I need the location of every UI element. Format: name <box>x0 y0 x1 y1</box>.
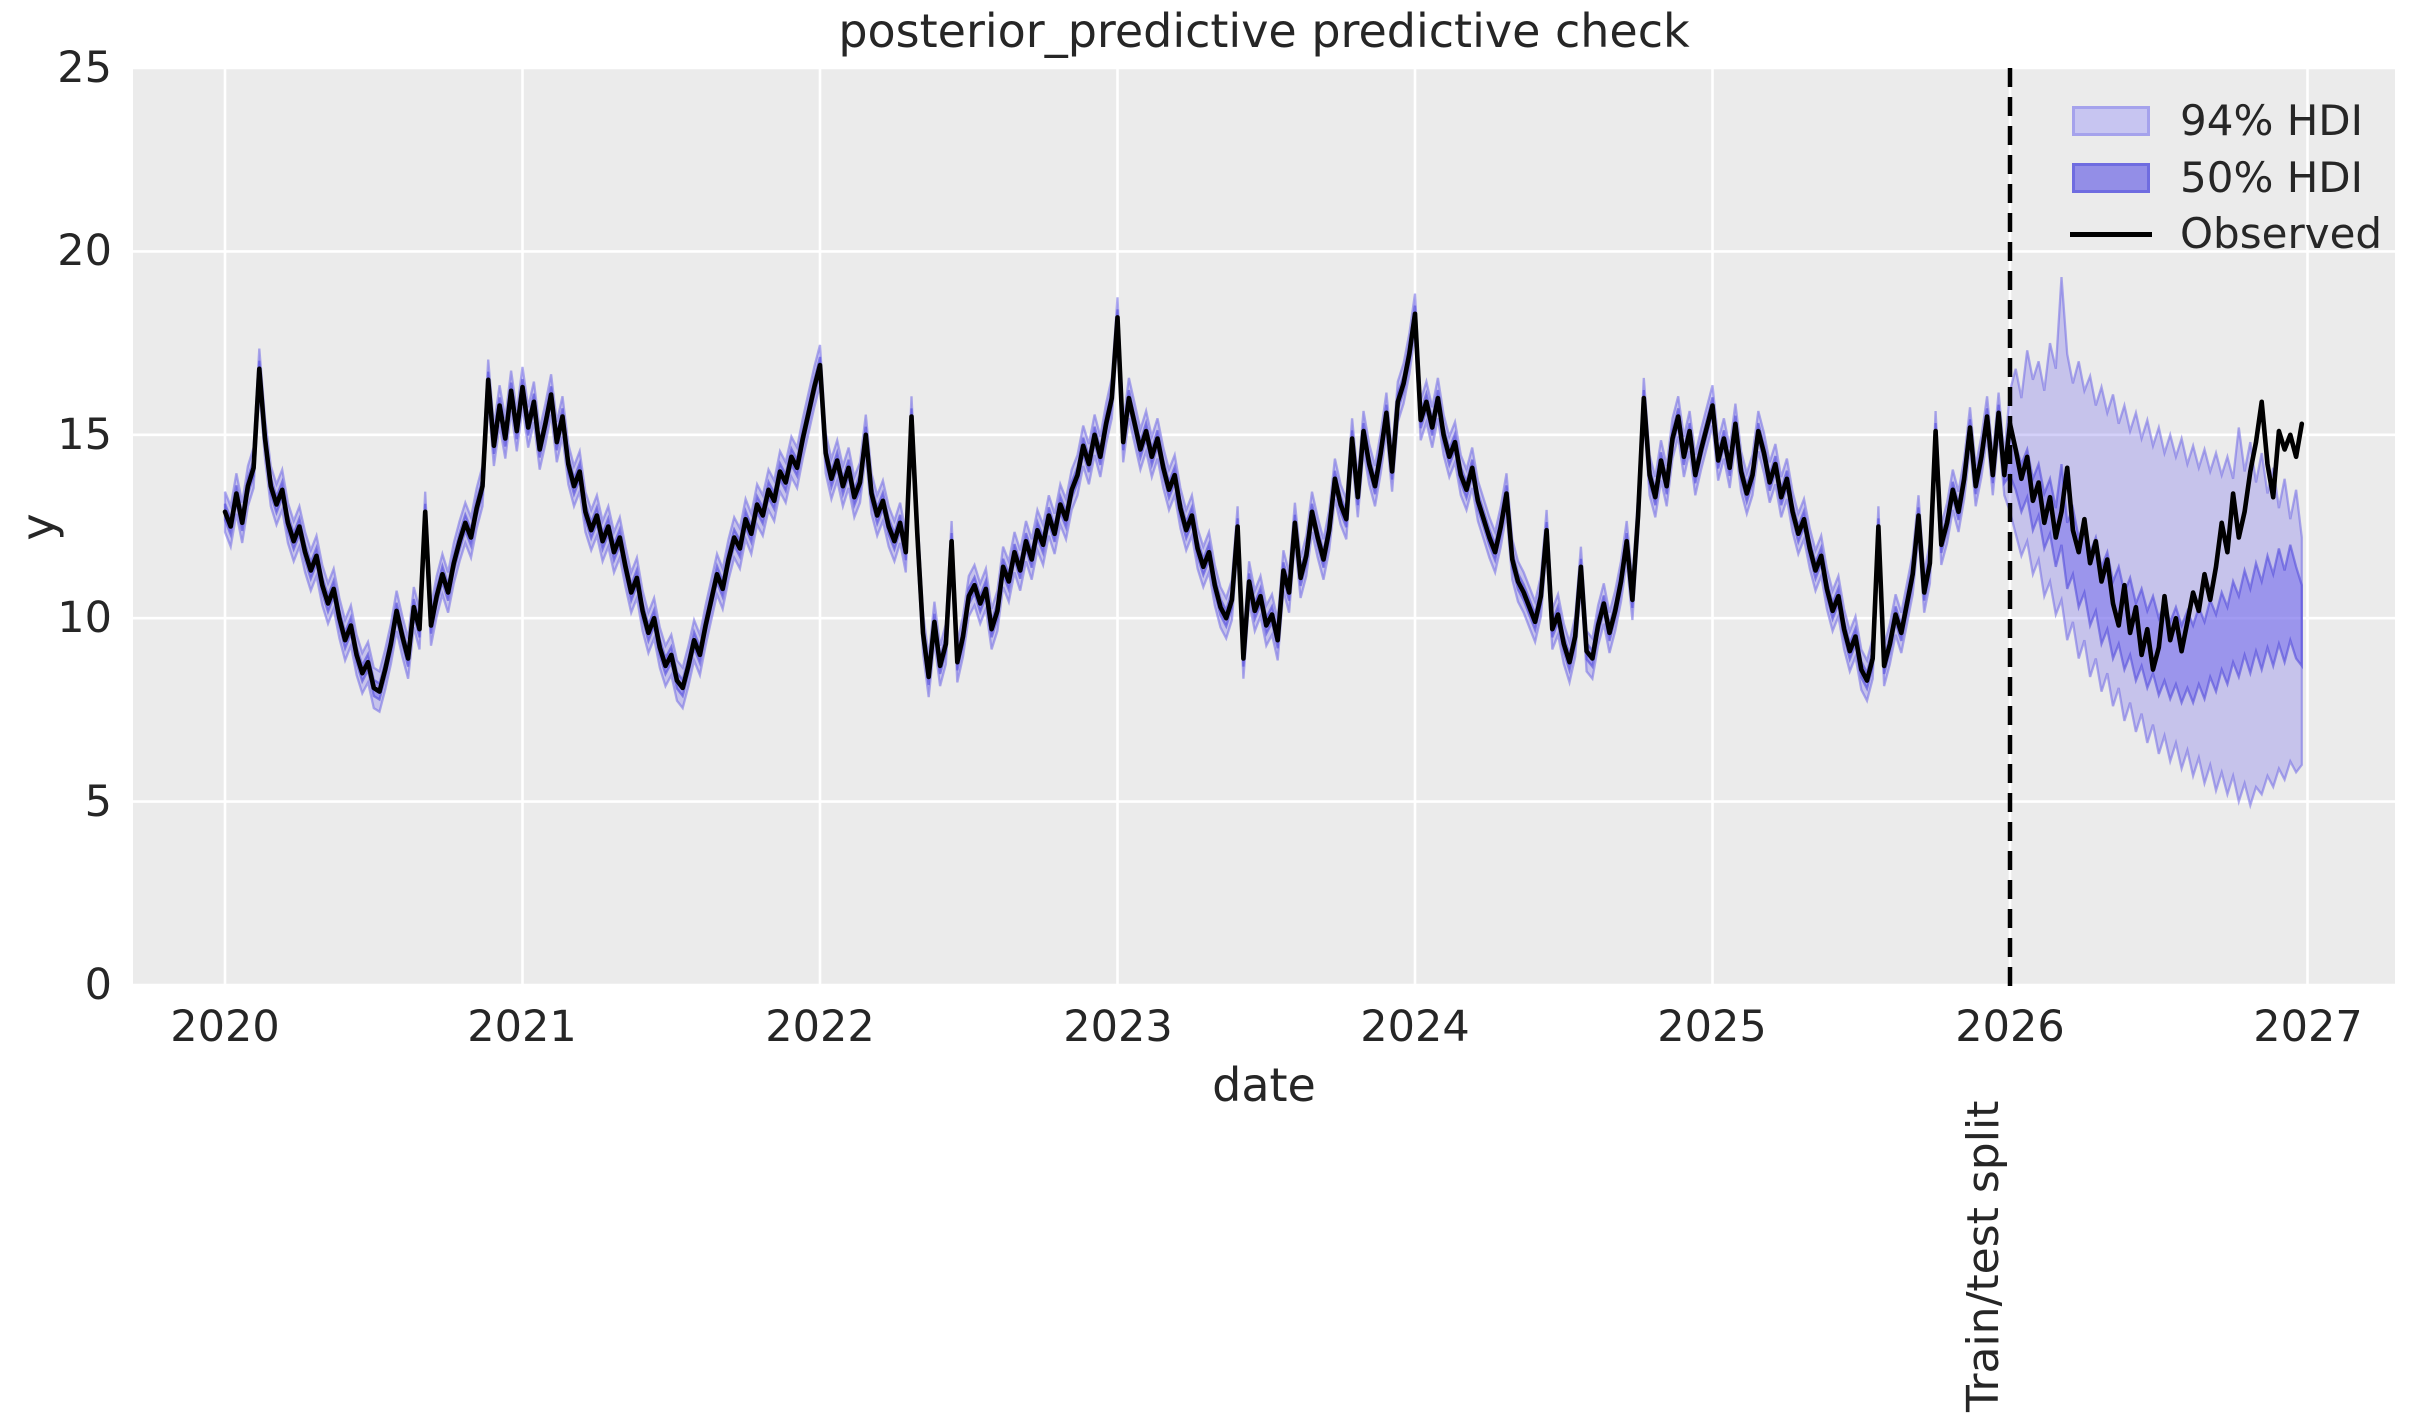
legend-label-observed: Observed <box>2180 209 2383 258</box>
observed-line <box>222 311 2305 694</box>
legend-label-94-hdi: 94% HDI <box>2180 96 2364 145</box>
x-tick-2022: 2022 <box>765 1002 875 1052</box>
y-tick-0: 0 <box>84 960 112 1010</box>
x-tick-2021: 2021 <box>467 1002 577 1052</box>
x-tick-2027: 2027 <box>2253 1002 2363 1052</box>
x-tick-2020: 2020 <box>170 1002 280 1052</box>
y-tick-5: 5 <box>84 777 112 827</box>
x-tick-2025: 2025 <box>1657 1002 1767 1052</box>
legend-label-50-hdi: 50% HDI <box>2180 153 2364 202</box>
hdi-50-swatch <box>2072 163 2150 193</box>
x-tick-2024: 2024 <box>1360 1002 1470 1052</box>
y-tick-15: 15 <box>57 410 112 460</box>
x-tick-2023: 2023 <box>1063 1002 1173 1052</box>
plot-background <box>133 68 2395 985</box>
hdi-94-swatch <box>2072 106 2150 136</box>
train-test-split-label: Train/test split <box>1958 1100 2009 1412</box>
x-axis-label: date <box>1212 1058 1316 1112</box>
y-axis-label: y <box>11 513 65 541</box>
y-tick-20: 20 <box>57 226 112 276</box>
chart-title: posterior_predictive predictive check <box>838 4 1690 58</box>
y-tick-10: 10 <box>57 593 112 643</box>
observed-line-swatch <box>2070 232 2152 237</box>
y-tick-25: 25 <box>57 43 112 93</box>
x-tick-2026: 2026 <box>1955 1002 2065 1052</box>
